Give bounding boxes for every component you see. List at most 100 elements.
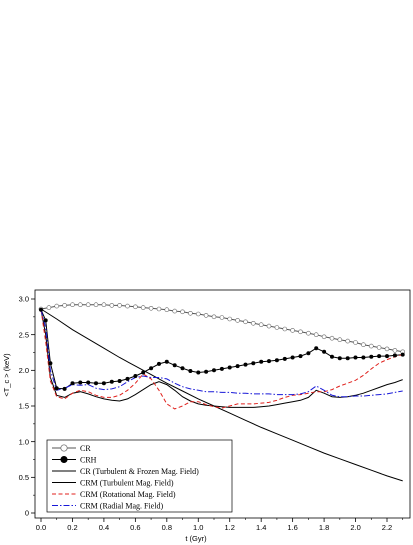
series-1-point <box>54 303 60 309</box>
series-1-point <box>353 340 358 345</box>
x-axis-title: t (Gyr) <box>185 534 207 543</box>
series-1-point <box>93 302 99 308</box>
legend-label-1: CR <box>80 444 91 453</box>
legend-label-6: CRM (Radial Mag. Field) <box>80 501 163 510</box>
series-1-point <box>46 305 52 310</box>
series-2-point <box>243 362 248 367</box>
series-1-point <box>62 303 67 308</box>
series-1-point <box>125 303 130 309</box>
series-2-point <box>212 368 217 373</box>
series-line-1 <box>40 304 403 353</box>
legend-label-4: CRM (Turbulent Mag. Field) <box>80 478 174 487</box>
series-2-point <box>322 349 327 354</box>
series-1-point <box>345 338 351 344</box>
y-tick-label: 1.0 <box>19 437 29 446</box>
series-2-point <box>361 355 366 360</box>
series-2-point <box>329 354 334 359</box>
series-1-point <box>219 315 225 320</box>
legend-label-2: CRH <box>80 455 97 464</box>
series-2-point <box>125 376 130 381</box>
x-tick-label: 1.0 <box>193 523 203 532</box>
series-1-point <box>282 326 288 332</box>
series-2-point <box>369 354 374 359</box>
x-tick-label: 1.2 <box>225 523 235 532</box>
series-1-point <box>298 329 303 335</box>
series-1-point <box>101 302 107 308</box>
legend-marker-2 <box>60 455 68 464</box>
x-tick-label: 2.0 <box>350 523 360 532</box>
series-2-point <box>219 366 224 371</box>
series-2-point <box>172 363 177 368</box>
series-1-point <box>235 318 240 323</box>
x-tick-label: 0.4 <box>99 523 109 532</box>
series-1-point <box>140 305 146 310</box>
series-1-point <box>109 303 115 308</box>
series-1-point <box>172 308 177 314</box>
series-2-point <box>314 346 319 351</box>
series-2-point <box>86 380 91 385</box>
series-2-point <box>306 351 311 356</box>
x-tick-label: 0.8 <box>162 523 172 532</box>
series-2-point <box>392 353 397 358</box>
series-1-point <box>321 334 327 340</box>
series-1-point <box>306 330 311 336</box>
series-2-point <box>290 355 295 360</box>
series-1-point <box>203 313 209 318</box>
legend: CR CRH CR (Turbulent & Frozen Mag. Field) C… <box>46 439 233 513</box>
series-2-point <box>204 369 209 374</box>
series-2-point <box>337 356 342 361</box>
series-1-point <box>337 337 343 343</box>
x-tick-label: 2.2 <box>382 523 392 532</box>
y-tick-label: 0 <box>25 509 29 518</box>
series-1-point <box>78 302 83 308</box>
x-tick-label: 1.4 <box>256 523 266 532</box>
series-2-point <box>259 359 264 364</box>
x-tick-label: 1.6 <box>287 523 297 532</box>
series-2-point <box>94 381 99 386</box>
series-1-point <box>211 314 217 320</box>
y-tick-label: 0.5 <box>19 473 29 482</box>
series-1-point <box>266 323 272 329</box>
legend-label-3: CR (Turbulent & Frozen Mag. Field) <box>80 467 199 476</box>
series-line-6 <box>40 309 403 398</box>
series-1-point <box>70 302 75 308</box>
series-line-3 <box>40 308 403 482</box>
x-tick-label: 0.6 <box>130 523 140 532</box>
series-1-point <box>376 345 382 350</box>
series-2-point <box>235 364 240 369</box>
series-2-point <box>345 356 350 361</box>
series-1-point <box>361 342 366 348</box>
series-2-point <box>188 368 193 373</box>
series-1-point <box>290 328 295 333</box>
y-tick-label: 3.0 <box>19 295 29 304</box>
series-1-point <box>258 322 264 328</box>
series-1-point <box>164 307 170 313</box>
series-2-point <box>149 366 154 371</box>
series-2-point <box>377 354 382 359</box>
series-2-point <box>133 373 138 378</box>
legend-label-5: CRM (Rotational Mag. Field) <box>80 490 176 499</box>
y-tick-label: 2.5 <box>19 330 29 339</box>
series-1-point <box>180 309 185 315</box>
series-2-point <box>101 381 106 386</box>
series-1-point <box>313 332 319 338</box>
y-axis-title: <T_c > (keV) <box>2 353 11 397</box>
series-2-point <box>384 354 389 359</box>
series-2-point <box>38 307 43 312</box>
x-tick-label: 1.8 <box>319 523 329 532</box>
series-1-point <box>243 319 248 325</box>
series-line-4 <box>40 309 403 408</box>
legend-box <box>46 439 233 513</box>
series-2-point <box>109 379 114 384</box>
series-2-point <box>54 386 59 391</box>
series-2-point <box>62 386 67 391</box>
series-2-point <box>117 378 122 383</box>
plot-frame <box>34 289 411 519</box>
x-tick-label: 0.2 <box>67 523 77 532</box>
series-2-point <box>251 361 256 366</box>
series-1-point <box>117 303 122 308</box>
y-axis: 0 0.5 1.0 1.5 2.0 2.5 3.0 <box>19 295 35 518</box>
series-2-point <box>274 358 279 363</box>
series-1-point <box>156 306 162 312</box>
